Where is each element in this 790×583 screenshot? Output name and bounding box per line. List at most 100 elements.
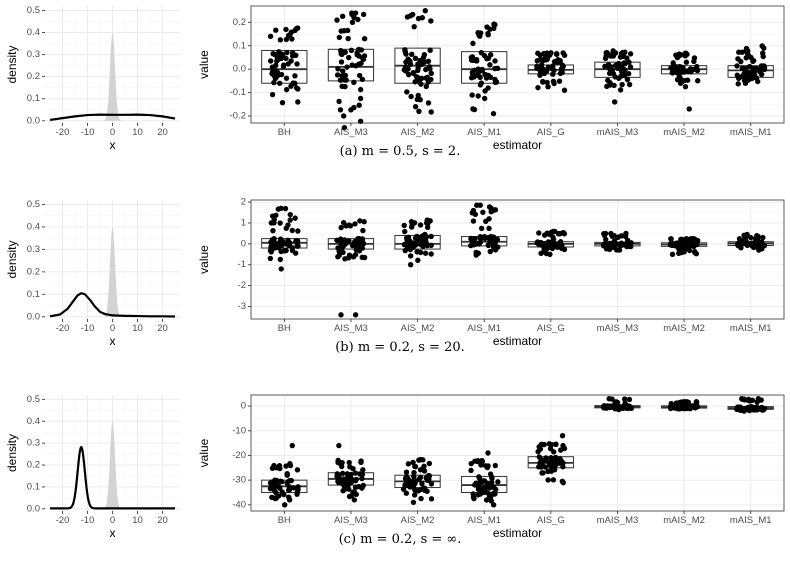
data-point-AIS_M2 <box>419 481 425 487</box>
data-point-AIS_M1 <box>485 72 492 79</box>
data-point-mAIS_M2 <box>668 240 674 247</box>
data-point-AIS_G <box>561 87 568 93</box>
box-x-tick-label: AIS_M2 <box>401 515 435 526</box>
data-point-AIS_G <box>560 479 566 486</box>
box-y-tick-label: -20 <box>232 450 246 461</box>
data-point-AIS_M2 <box>410 240 417 246</box>
figure-row-b: 0.00.10.20.30.40.5-20 -10 0 10 20xdensity-3-… <box>5 197 785 355</box>
data-point-mAIS_M3 <box>605 77 611 84</box>
data-point-AIS_M3 <box>346 54 352 61</box>
data-point-mAIS_M2 <box>687 66 694 72</box>
data-point-mAIS_M1 <box>745 73 752 80</box>
data-point-AIS_M1 <box>491 484 497 491</box>
density-x-tick-label: 20 <box>157 323 168 334</box>
data-point-AIS_G <box>548 455 554 461</box>
density-x-tick-label: -10 <box>81 323 95 334</box>
box-y-axis-label: value <box>197 245 211 274</box>
figure-caption: (c) m = 0.2, s = ∞. <box>339 532 462 547</box>
data-point-AIS_G <box>560 442 566 449</box>
data-point-AIS_M2 <box>428 233 434 240</box>
data-point-BH <box>275 464 281 471</box>
density-x-tick-label: 10 <box>132 515 143 526</box>
figure-row-c: 0.0 0.1 0.2 0.3 0.4 0.5 -20 -10 0 10 20 x density -40… <box>5 394 785 547</box>
data-point-AIS_M3 <box>336 477 343 483</box>
data-point-AIS_M3 <box>335 459 341 466</box>
data-point-mAIS_M3 <box>611 402 618 409</box>
data-point-AIS_G <box>551 80 557 87</box>
data-point-AIS_G <box>559 433 566 439</box>
data-point-AIS_M3 <box>359 485 365 491</box>
data-point-mAIS_M1 <box>748 241 755 248</box>
data-point-AIS_M2 <box>416 108 422 115</box>
data-point-BH <box>277 37 284 43</box>
data-point-AIS_M2 <box>416 78 423 85</box>
data-point-BH <box>279 99 286 106</box>
data-point-AIS_G <box>540 470 546 476</box>
data-point-BH <box>285 222 291 228</box>
data-point-AIS_M1 <box>480 478 486 484</box>
data-point-BH <box>295 243 301 249</box>
data-point-BH <box>271 79 277 86</box>
data-point-BH <box>286 497 293 503</box>
data-point-mAIS_M1 <box>761 242 768 249</box>
data-point-AIS_M3 <box>347 223 354 229</box>
data-point-AIS_G <box>554 51 560 58</box>
data-point-AIS_M3 <box>349 62 355 68</box>
data-point-mAIS_M1 <box>748 405 754 411</box>
data-point-mAIS_M2 <box>690 236 697 242</box>
data-point-AIS_G <box>548 461 554 467</box>
data-point-mAIS_M2 <box>669 70 675 76</box>
data-point-mAIS_M2 <box>681 77 688 84</box>
density-x-tick-label: -10 <box>81 515 95 526</box>
data-point-mAIS_M3 <box>627 64 634 70</box>
data-point-AIS_M1 <box>490 110 497 117</box>
data-point-mAIS_M1 <box>761 45 767 51</box>
data-point-mAIS_M3 <box>621 242 627 248</box>
data-point-AIS_G <box>550 63 556 69</box>
box-x-tick-label: AIS_M1 <box>467 323 501 334</box>
data-point-BH <box>281 491 287 498</box>
data-point-BH <box>286 477 293 484</box>
data-point-mAIS_M2 <box>682 83 689 90</box>
data-point-BH <box>295 86 301 92</box>
data-point-AIS_G <box>545 84 551 90</box>
box-y-tick-label: 0 <box>241 238 246 249</box>
data-point-AIS_M3 <box>341 124 348 131</box>
data-point-mAIS_M3 <box>624 76 631 83</box>
data-point-BH <box>271 462 277 469</box>
data-point-AIS_G <box>536 241 542 248</box>
data-point-BH <box>283 463 289 469</box>
data-point-mAIS_M2 <box>676 243 683 249</box>
data-point-mAIS_M3 <box>603 236 609 243</box>
data-point-BH <box>276 80 283 86</box>
data-point-BH <box>273 212 279 218</box>
box-x-tick-label: AIS_M1 <box>467 515 501 526</box>
data-point-AIS_M1 <box>492 58 498 64</box>
data-point-AIS_M1 <box>488 479 495 486</box>
data-point-BH <box>270 483 276 489</box>
box-y-tick-label: -0.2 <box>230 110 246 121</box>
data-point-BH <box>294 491 300 497</box>
data-point-AIS_M3 <box>334 72 341 78</box>
data-point-BH <box>285 487 292 493</box>
data-point-BH <box>283 75 290 81</box>
data-point-mAIS_M1 <box>760 234 766 241</box>
data-point-AIS_M1 <box>485 55 492 61</box>
target-density-area <box>101 421 124 509</box>
data-point-mAIS_M3 <box>627 51 634 57</box>
data-point-AIS_G <box>558 66 564 72</box>
data-point-AIS_M1 <box>474 72 480 79</box>
data-point-AIS_M3 <box>349 19 356 26</box>
data-point-AIS_G <box>550 234 556 240</box>
data-point-AIS_G <box>538 463 545 470</box>
data-point-AIS_M2 <box>403 469 410 475</box>
data-point-AIS_M2 <box>408 93 414 100</box>
data-point-mAIS_M1 <box>758 239 765 245</box>
data-point-mAIS_M1 <box>735 81 741 87</box>
data-point-AIS_M1 <box>487 237 493 244</box>
data-point-AIS_M3 <box>348 471 354 478</box>
data-point-AIS_M3 <box>336 98 342 105</box>
data-point-AIS_G <box>551 58 558 65</box>
box-x-tick-label: mAIS_M3 <box>597 127 639 138</box>
